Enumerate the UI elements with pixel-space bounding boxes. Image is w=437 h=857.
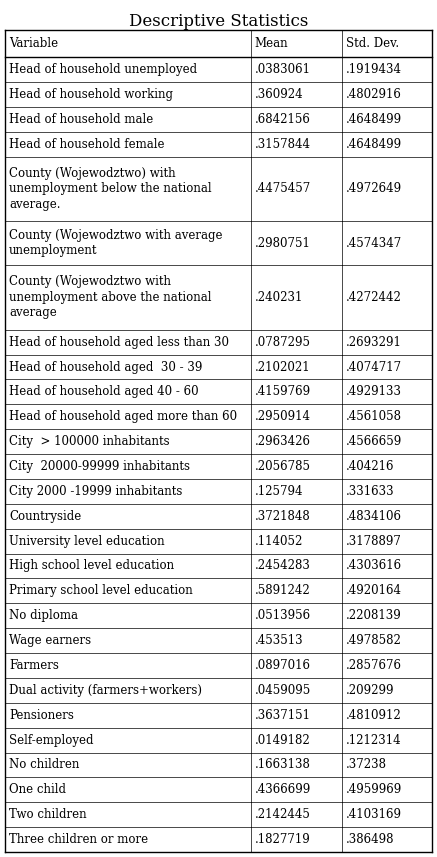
Text: .4159769: .4159769: [254, 386, 311, 399]
Text: Head of household female: Head of household female: [9, 138, 164, 151]
Text: City 2000 -19999 inhabitants: City 2000 -19999 inhabitants: [9, 485, 182, 498]
Text: .4972649: .4972649: [347, 183, 402, 195]
Text: .2980751: .2980751: [254, 237, 310, 249]
Text: .0383061: .0383061: [254, 63, 311, 76]
Text: .3637151: .3637151: [254, 709, 311, 722]
Text: .0459095: .0459095: [254, 684, 311, 697]
Text: Mean: Mean: [254, 37, 288, 50]
Text: .453513: .453513: [254, 634, 303, 647]
Text: .2142445: .2142445: [254, 808, 310, 821]
Text: Head of household unemployed: Head of household unemployed: [9, 63, 197, 76]
Text: .2208139: .2208139: [347, 609, 402, 622]
Text: .0897016: .0897016: [254, 659, 311, 672]
Text: .4920164: .4920164: [347, 584, 402, 597]
Text: .4574347: .4574347: [347, 237, 402, 249]
Text: .5891242: .5891242: [254, 584, 310, 597]
Text: County (Wojewodztwo with
unemployment above the national
average: County (Wojewodztwo with unemployment ab…: [9, 275, 212, 320]
Text: .4648499: .4648499: [347, 113, 402, 126]
Text: Head of household male: Head of household male: [9, 113, 153, 126]
Text: .1663138: .1663138: [254, 758, 310, 771]
Text: County (Wojewodztwo with average
unemployment: County (Wojewodztwo with average unemplo…: [9, 229, 222, 257]
Text: .331633: .331633: [347, 485, 395, 498]
Text: High school level education: High school level education: [9, 560, 174, 572]
Text: .404216: .404216: [347, 460, 395, 473]
Text: .1212314: .1212314: [347, 734, 402, 746]
Text: Primary school level education: Primary school level education: [9, 584, 193, 597]
Text: City  > 100000 inhabitants: City > 100000 inhabitants: [9, 435, 170, 448]
Text: .4566659: .4566659: [347, 435, 402, 448]
Text: Two children: Two children: [9, 808, 87, 821]
Text: Wage earners: Wage earners: [9, 634, 91, 647]
Text: University level education: University level education: [9, 535, 165, 548]
Text: Dual activity (farmers+workers): Dual activity (farmers+workers): [9, 684, 202, 697]
Text: .2102021: .2102021: [254, 361, 310, 374]
Text: .4366699: .4366699: [254, 783, 311, 796]
Text: Self-employed: Self-employed: [9, 734, 94, 746]
Text: Variable: Variable: [9, 37, 58, 50]
Text: City  20000-99999 inhabitants: City 20000-99999 inhabitants: [9, 460, 190, 473]
Text: Head of household aged 40 - 60: Head of household aged 40 - 60: [9, 386, 199, 399]
Text: .4648499: .4648499: [347, 138, 402, 151]
Text: .3721848: .3721848: [254, 510, 310, 523]
Text: .4802916: .4802916: [347, 88, 402, 101]
Text: .4929133: .4929133: [347, 386, 402, 399]
Text: .4561058: .4561058: [347, 411, 402, 423]
Text: .37238: .37238: [347, 758, 387, 771]
Text: .240231: .240231: [254, 291, 303, 304]
Text: Head of household working: Head of household working: [9, 88, 173, 101]
Text: .125794: .125794: [254, 485, 303, 498]
Text: .2693291: .2693291: [347, 336, 402, 349]
Text: .4978582: .4978582: [347, 634, 402, 647]
Text: .4834106: .4834106: [347, 510, 402, 523]
Text: .0513956: .0513956: [254, 609, 311, 622]
Text: .386498: .386498: [347, 833, 395, 846]
Text: .6842156: .6842156: [254, 113, 310, 126]
Text: .4810912: .4810912: [347, 709, 402, 722]
Text: .1827719: .1827719: [254, 833, 310, 846]
Text: .114052: .114052: [254, 535, 303, 548]
Text: .2056785: .2056785: [254, 460, 311, 473]
Text: Head of household aged less than 30: Head of household aged less than 30: [9, 336, 229, 349]
Text: .2454283: .2454283: [254, 560, 310, 572]
Text: .2857676: .2857676: [347, 659, 402, 672]
Text: .1919434: .1919434: [347, 63, 402, 76]
Text: .4103169: .4103169: [347, 808, 402, 821]
Text: .2963426: .2963426: [254, 435, 311, 448]
Text: Head of household aged more than 60: Head of household aged more than 60: [9, 411, 237, 423]
Text: .2950914: .2950914: [254, 411, 311, 423]
Text: .209299: .209299: [347, 684, 395, 697]
Text: County (Wojewodztwo) with
unemployment below the national
average.: County (Wojewodztwo) with unemployment b…: [9, 167, 212, 211]
Text: Three children or more: Three children or more: [9, 833, 148, 846]
Text: Descriptive Statistics: Descriptive Statistics: [129, 13, 308, 30]
Text: .3178897: .3178897: [347, 535, 402, 548]
Text: .0149182: .0149182: [254, 734, 310, 746]
Text: .3157844: .3157844: [254, 138, 311, 151]
Text: Farmers: Farmers: [9, 659, 59, 672]
Text: One child: One child: [9, 783, 66, 796]
Text: .4272442: .4272442: [347, 291, 402, 304]
Text: .4959969: .4959969: [347, 783, 402, 796]
Text: .4303616: .4303616: [347, 560, 402, 572]
Text: .0787295: .0787295: [254, 336, 311, 349]
Text: No diploma: No diploma: [9, 609, 78, 622]
Text: Pensioners: Pensioners: [9, 709, 74, 722]
Text: .4475457: .4475457: [254, 183, 311, 195]
Text: .360924: .360924: [254, 88, 303, 101]
Text: No children: No children: [9, 758, 80, 771]
Text: Countryside: Countryside: [9, 510, 81, 523]
Text: Head of household aged  30 - 39: Head of household aged 30 - 39: [9, 361, 202, 374]
Text: .4074717: .4074717: [347, 361, 402, 374]
Text: Std. Dev.: Std. Dev.: [347, 37, 399, 50]
